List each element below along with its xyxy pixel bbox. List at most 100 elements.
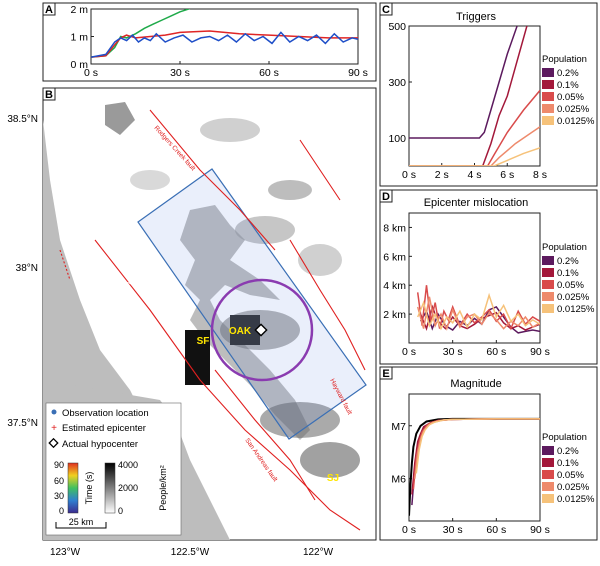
label-sj: SJ (327, 473, 339, 484)
time-tick-60: 60 (54, 476, 64, 486)
panel-e-title: Magnitude (450, 378, 501, 390)
fault-lines (59, 109, 366, 531)
legend-item: 0.0125% (557, 494, 595, 505)
legend-item: 0.025% (557, 292, 590, 303)
panel-c-label: C (382, 4, 390, 16)
y-tick-label: 0 m (70, 59, 88, 71)
legend-swatch (542, 292, 554, 301)
lat-label-37-5: 37.5°N (7, 418, 38, 429)
x-tick-label: 0 s (402, 169, 416, 181)
legend-swatch (542, 80, 554, 89)
legend-item: 0.025% (557, 482, 590, 493)
x-tick-label: 2 s (435, 169, 449, 181)
lon-label-122-5: 122.5°W (171, 547, 210, 558)
y-tick-label: 4 km (383, 280, 406, 292)
series-line (409, 26, 518, 139)
x-tick-label: 60 s (486, 524, 506, 536)
panel-b-label-box (42, 87, 56, 101)
observation-legend-marker (51, 409, 57, 415)
series-line (91, 30, 358, 58)
x-tick-label: 8 s (533, 169, 547, 181)
panel-b-map: SF OAK SJ Pacific Ocean Rodgers Creek fa… (7, 87, 377, 558)
legend-observation: Observation location (62, 408, 149, 419)
population-colorbar (104, 462, 116, 514)
legend-item: 0.2% (557, 68, 579, 79)
x-tick-label: 0 s (402, 346, 416, 358)
legend-item: 0.2% (557, 446, 579, 457)
actual-legend-marker (48, 437, 59, 449)
series-line (415, 418, 540, 474)
legend-swatch (542, 280, 554, 289)
x-tick-label: 0 s (402, 524, 416, 536)
y-tick-label: 8 km (383, 222, 406, 234)
legend-title: Population (542, 242, 587, 253)
series-line (409, 89, 540, 166)
x-tick-label: 60 s (259, 67, 279, 79)
panel-e: E Magnitude 0 s 30 s 60 s 90 s M6 M7 Populati… (379, 366, 598, 541)
estimated-radius-circle (210, 278, 314, 382)
x-tick-label: 90 s (348, 67, 368, 79)
scale-bar-label: 25 km (69, 517, 94, 527)
y-tick-label: 6 km (383, 251, 406, 263)
label-oak: OAK (229, 326, 252, 337)
pop-tick-2000: 2000 (118, 483, 138, 493)
x-tick-label: 30 s (443, 524, 463, 536)
legend-swatch (542, 68, 554, 77)
y-tick-label: 100 (388, 133, 406, 145)
legend-title: Population (542, 54, 587, 65)
lon-label-123: 123°W (50, 547, 81, 558)
legend-item: 0.1% (557, 458, 579, 469)
legend-estimated: Estimated epicenter (62, 423, 146, 434)
y-tick-label: 1 m (70, 32, 88, 44)
legend-item: 0.05% (557, 92, 584, 103)
legend-swatch (542, 446, 554, 455)
series-line (409, 147, 540, 166)
legend-swatch (542, 268, 554, 277)
bay-area (180, 205, 310, 440)
legend-item: 0.0125% (557, 116, 595, 127)
legend-swatch (542, 256, 554, 265)
panel-d-title: Epicenter mislocation (424, 197, 529, 209)
actual-hypocenter-marker (254, 323, 268, 337)
x-tick-label: 30 s (443, 346, 463, 358)
lon-label-122: 122°W (303, 547, 334, 558)
legend-item: 0.2% (557, 256, 579, 267)
lat-label-38-5: 38.5°N (7, 114, 38, 125)
scale-bar (55, 522, 107, 529)
panel-a: A 0 s 30 s 60 s 90 s 0 m 1 m 2 m (42, 2, 377, 82)
legend-swatch (542, 116, 554, 125)
legend-swatch (542, 494, 554, 503)
legend-swatch (542, 458, 554, 467)
x-tick-label: 90 s (530, 524, 550, 536)
x-tick-label: 4 s (467, 169, 481, 181)
series-line (91, 31, 358, 58)
series-line (409, 126, 540, 166)
legend-swatch (542, 104, 554, 113)
time-tick-0: 0 (59, 506, 64, 516)
lat-label-38: 38°N (16, 263, 38, 274)
panel-d: D Epicenter mislocation 0 s 30 s 60 s 90 s 2… (379, 189, 598, 365)
y-tick-label: 500 (388, 21, 406, 33)
label-sf: SF (197, 336, 210, 347)
panel-a-label: A (45, 4, 53, 16)
pop-tick-0: 0 (118, 506, 123, 516)
legend-item: 0.025% (557, 104, 590, 115)
y-tick-label: 300 (388, 77, 406, 89)
series-line (409, 26, 528, 166)
time-colorbar-label: Time (s) (84, 472, 94, 505)
time-tick-30: 30 (54, 491, 64, 501)
x-tick-label: 6 s (500, 169, 514, 181)
series-line (417, 292, 540, 331)
legend-swatch (542, 470, 554, 479)
x-tick-label: 60 s (486, 346, 506, 358)
legend-swatch (542, 482, 554, 491)
legend-item: 0.1% (557, 80, 579, 91)
legend-item: 0.0125% (557, 304, 595, 315)
legend-actual: Actual hypocenter (62, 439, 138, 450)
y-tick-label: 2 km (383, 309, 406, 321)
legend-swatch (542, 92, 554, 101)
estimated-legend-marker: + (51, 423, 57, 434)
y-tick-label: M7 (391, 421, 406, 433)
panel-b-label: B (45, 89, 53, 101)
